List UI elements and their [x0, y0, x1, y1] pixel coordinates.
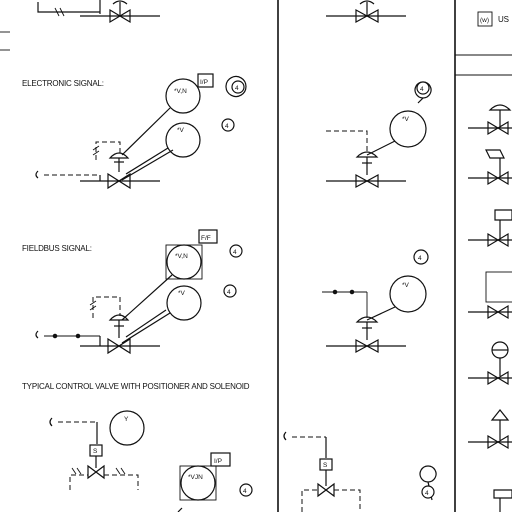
typical-note: 4 [243, 488, 247, 495]
electronic-signal-diagram: *V,N I/P 4 *V 4 [35, 73, 247, 190]
legend-text: US [498, 15, 509, 24]
fieldbus-v-tag: *V [178, 290, 186, 297]
fieldbus-vn-tag: *V,N [175, 253, 188, 260]
middle-top-partial [326, 0, 406, 24]
legend-box-symbol: (w) [480, 17, 489, 24]
legend-box: (w) US [477, 11, 509, 27]
electronic-note-1: 4 [235, 85, 239, 92]
middle-note-1: 4 [420, 86, 424, 93]
fieldbus-ff-tag: F/F [201, 235, 211, 242]
typical-control-valve-diagram: Y S I/P *VJN 4 [49, 410, 253, 512]
middle-s-tag: S [323, 462, 328, 469]
fieldbus-signal-label: FIELDBUS SIGNAL: [22, 244, 92, 253]
middle-note-3: 4 [425, 490, 429, 497]
electronic-v-tag: *V [177, 127, 185, 134]
middle-v-tag-1: *V [402, 116, 410, 123]
fieldbus-note-1: 4 [233, 249, 237, 256]
middle-typical-diagram: S 4 [283, 431, 437, 512]
middle-v-tag-2: *V [402, 282, 410, 289]
right-column-valves [468, 104, 512, 512]
typical-s-tag: S [93, 448, 98, 455]
electronic-vn-tag: *V,N [174, 88, 187, 95]
middle-fieldbus-diagram: 4 *V [322, 249, 429, 354]
top-partial-valve-left [37, 0, 160, 24]
typical-ip-tag: I/P [214, 458, 222, 465]
typical-control-valve-label: TYPICAL CONTROL VALVE WITH POSITIONER AN… [22, 382, 250, 391]
fieldbus-signal-diagram: F/F *V,N 4 *V 4 [35, 229, 243, 355]
middle-note-2: 4 [418, 255, 422, 262]
middle-electronic-diagram: 4 *V [326, 81, 432, 189]
typical-vjn-tag: *VJN [188, 474, 203, 481]
typical-y-tag: Y [124, 416, 129, 423]
electronic-note-2: 4 [225, 123, 229, 130]
fieldbus-note-2: 4 [227, 289, 231, 296]
electronic-signal-label: ELECTRONIC SIGNAL: [22, 79, 104, 88]
electronic-ip-tag: I/P [200, 79, 208, 86]
